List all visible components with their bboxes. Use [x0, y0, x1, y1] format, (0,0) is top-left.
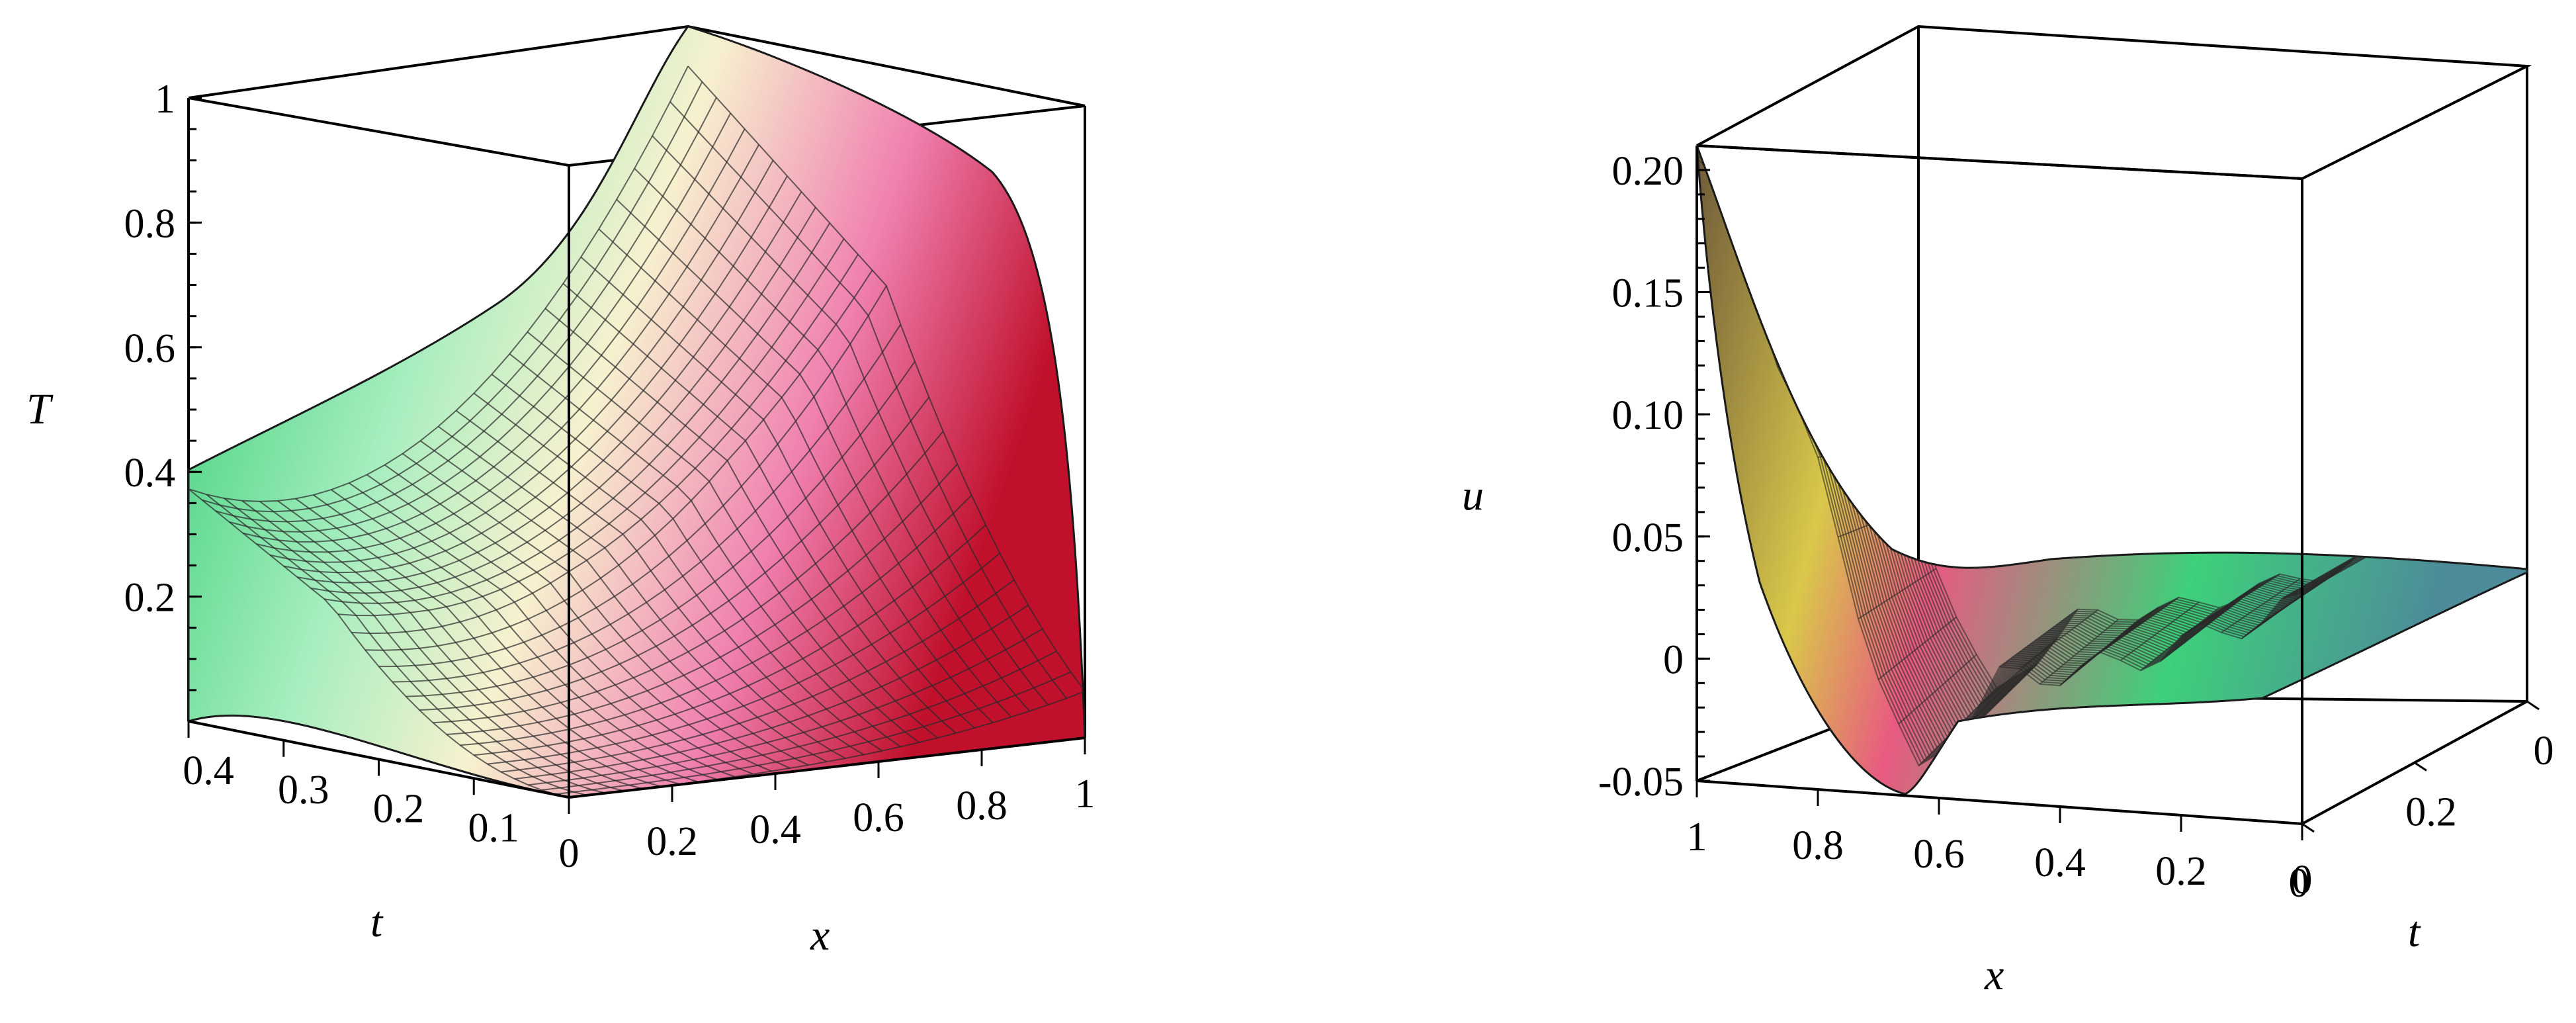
- right-z-tick-label: -0.05: [1598, 760, 1684, 805]
- left-mesh-line: [283, 175, 788, 574]
- right-t-tick-label: 0: [2289, 861, 2309, 906]
- left-x-label: x: [810, 911, 830, 959]
- right-t-tick-label: 0: [2534, 729, 2554, 774]
- left-z-ticks: 1 0.8 0.6 0.4 0.2: [124, 77, 202, 691]
- left-mesh-line: [351, 254, 859, 635]
- right-z-tick-label: 0.15: [1612, 271, 1684, 316]
- plot-left: 10.80.60.40.2 0 0.2 0.4 0.6 0.8 1 0.4 0.3 0.2 0.…: [26, 24, 1095, 959]
- left-z-tick-label: 1: [155, 77, 175, 122]
- right-t-tick-mark: [2526, 700, 2540, 711]
- left-mesh-line: [491, 373, 883, 752]
- plot-right: 0.200.150.100.050-0.05 1 0.8 0.6 0.4 0.2 0 00…: [1462, 24, 2554, 999]
- left-mesh-line: [256, 144, 759, 553]
- right-x-tick-label: 0.8: [1792, 823, 1844, 868]
- left-mesh-line: [202, 81, 703, 513]
- right-mesh-line: [2221, 578, 2301, 633]
- right-z-ticks: 0.20 0.15 0.10 0.05 0 -0.05: [1598, 149, 1710, 805]
- left-x-tick-label: 0.6: [853, 795, 904, 840]
- left-mesh-line: [669, 101, 1067, 699]
- left-t-tick-label: 0.1: [468, 805, 520, 850]
- right-x-ticks: 1 0.8 0.6 0.4 0.2 0: [1687, 781, 2313, 903]
- left-mesh-line: [562, 283, 957, 734]
- right-t-tick-label: 0.2: [2405, 790, 2457, 835]
- left-mesh-line: [324, 222, 831, 604]
- left-mesh-line: [337, 238, 845, 617]
- left-mesh-line: [215, 97, 717, 523]
- left-mesh-line: [269, 159, 774, 563]
- right-z-tick-label: 0.05: [1612, 515, 1684, 560]
- left-mesh-line: [365, 269, 873, 651]
- right-mesh-line: [1697, 146, 1775, 159]
- right-x-tick-label: 0.4: [2034, 840, 2086, 885]
- right-t-tick-mark: [2301, 823, 2315, 833]
- left-mesh-line: [509, 353, 901, 748]
- left-mesh-line: [297, 191, 802, 584]
- left-z-tick-label: 0.6: [124, 326, 176, 371]
- right-mesh-line: [1757, 306, 1836, 324]
- left-mesh-line: [598, 228, 994, 723]
- left-mesh-line: [544, 308, 938, 738]
- left-mesh-line: [455, 410, 846, 759]
- left-mesh-line: [652, 135, 1049, 705]
- left-x-tick-label: 1: [1075, 772, 1095, 817]
- left-t-ticks: 0.4 0.3 0.2 0.1: [183, 721, 519, 850]
- left-mesh-line: [242, 128, 746, 543]
- right-x-label: x: [1984, 951, 2004, 999]
- left-x-tick-label: 0.8: [956, 783, 1008, 828]
- right-z-tick-label: 0.10: [1612, 393, 1684, 438]
- left-t-tick-label: 0.4: [183, 748, 234, 793]
- left-t-label: t: [370, 898, 384, 946]
- left-mesh-line: [527, 331, 920, 743]
- right-x-tick-label: 0.6: [1913, 832, 1965, 877]
- left-x-tick-label: 0.4: [750, 807, 801, 852]
- left-x-tick-label: 0: [559, 831, 580, 876]
- right-z-tick-label: 0.20: [1612, 149, 1684, 194]
- left-x-ticks: 0 0.2 0.4 0.6 0.8 1: [559, 738, 1095, 876]
- right-mesh-line: [1777, 366, 1856, 371]
- left-z-tick-label: 0.8: [124, 201, 176, 246]
- left-mesh: [189, 66, 1085, 797]
- right-mesh-line: [1717, 179, 1795, 200]
- right-mesh-line: [1797, 404, 1876, 409]
- left-axis-x: [568, 736, 1086, 799]
- left-mesh-line: [580, 256, 975, 729]
- left-z-tick-label: 0.4: [124, 451, 176, 496]
- left-mesh-line: [229, 112, 732, 533]
- left-mesh-line: [616, 199, 1012, 718]
- left-mesh-line: [310, 206, 816, 594]
- left-t-tick-label: 0.3: [278, 768, 329, 813]
- left-mesh-line: [687, 66, 1085, 692]
- right-axis-x: [1696, 779, 2303, 825]
- right-z-label: u: [1462, 471, 1484, 519]
- left-z-tick-label: 0.2: [124, 576, 176, 621]
- left-mesh-line: [189, 66, 689, 502]
- right-x-tick-label: 0.2: [2155, 849, 2207, 894]
- left-mesh-line: [378, 285, 887, 668]
- right-t-ticks: 00.20: [2289, 700, 2554, 906]
- right-z-tick-label: 0: [1663, 637, 1684, 682]
- left-mesh-line: [473, 392, 865, 756]
- left-surface: [187, 25, 1086, 799]
- right-mesh-line: [1737, 243, 1815, 277]
- left-z-label: T: [26, 385, 54, 433]
- right-box-top-front: [1696, 144, 2303, 180]
- right-mesh-line: [1817, 444, 1896, 459]
- right-box-back: [1696, 24, 2532, 181]
- left-t-tick-label: 0.2: [373, 787, 425, 832]
- right-x-tick-label: 1: [1687, 815, 1707, 860]
- right-x-tick-label: 0: [2292, 858, 2313, 903]
- right-mesh-line: [2282, 553, 2361, 600]
- right-t-tick-mark: [2414, 762, 2427, 772]
- left-mesh-line: [634, 167, 1031, 712]
- left-x-tick-label: 0.2: [646, 819, 698, 864]
- right-t-label: t: [2408, 908, 2421, 956]
